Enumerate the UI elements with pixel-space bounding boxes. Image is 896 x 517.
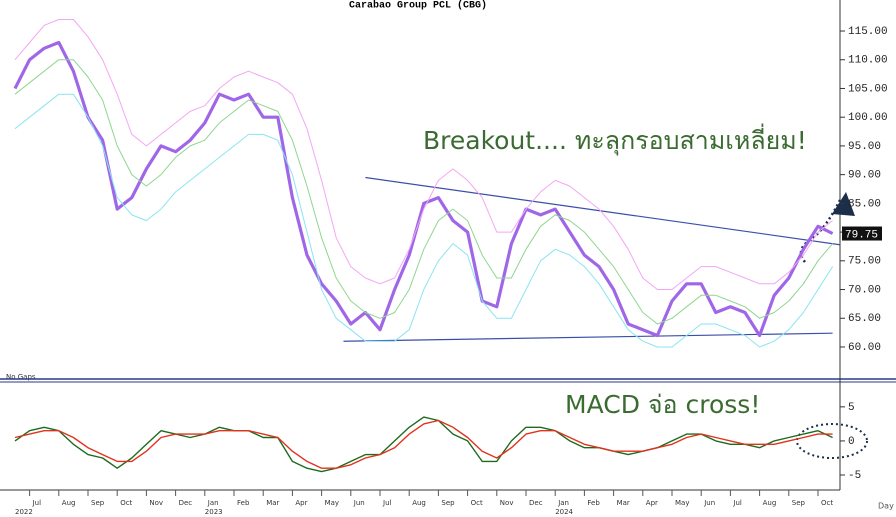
x-tick-label: May — [325, 499, 339, 507]
y-tick-label: 5 — [848, 402, 855, 414]
x-tick-label: Oct — [821, 499, 833, 507]
x-tick-label: Jul — [32, 499, 42, 507]
x-tick-label: Aug — [62, 499, 76, 507]
x-tick-label: Dec — [179, 499, 193, 507]
trend-line — [343, 332, 833, 342]
x-tick-label: Apr — [646, 499, 658, 507]
y-tick-label: 105.00 — [848, 83, 888, 95]
x-tick-label: Mar — [266, 499, 279, 507]
series-line — [14, 93, 834, 348]
x-tick-label: Sep — [441, 499, 455, 507]
x-tick-label: Feb — [587, 499, 600, 507]
trend-line — [365, 176, 840, 246]
x-tick-label: Apr — [295, 499, 307, 507]
x-tick-label: Jul — [382, 499, 392, 507]
series-line — [14, 59, 833, 325]
last-price-box — [842, 226, 882, 241]
annotation: MACD จ่อ cross! — [565, 390, 760, 419]
x-tick-label: Jun — [353, 499, 365, 507]
year-label: 2023 — [205, 508, 223, 516]
x-tick-label: Jul — [732, 499, 742, 507]
series-line — [14, 419, 833, 469]
highlight-ellipse — [796, 423, 868, 459]
year-label: 2024 — [555, 508, 573, 516]
series-line — [14, 416, 833, 473]
x-tick-label: Jun — [703, 499, 715, 507]
x-tick-label: Nov — [500, 499, 514, 507]
note: No Gaps — [6, 373, 36, 381]
x-tick-label: Jan — [207, 499, 219, 507]
y-tick-label: 0 — [848, 436, 855, 448]
x-tick-label: Nov — [149, 499, 163, 507]
y-tick-label: 75.00 — [848, 256, 881, 268]
x-tick-label: Aug — [763, 499, 777, 507]
y-tick-label: 110.00 — [848, 55, 888, 67]
chart-title: Carabao Group PCL (CBG) — [349, 0, 487, 12]
annotation: Breakout.... ทะลุกรอบสามเหลี่ยม! — [423, 123, 807, 156]
x-tick-label: Oct — [471, 499, 483, 507]
last-price-label: 79.75 — [845, 229, 878, 241]
arrow-head — [832, 192, 855, 216]
year-label: 2022 — [15, 508, 33, 516]
x-tick-label: May — [675, 499, 689, 507]
x-tick-label: Sep — [792, 499, 806, 507]
y-tick-label: 115.00 — [848, 26, 888, 38]
y-tick-label: 65.00 — [848, 313, 881, 325]
y-tick-label: 90.00 — [848, 170, 881, 182]
x-axis-label: Day — [878, 502, 894, 511]
series-line — [13, 40, 834, 338]
x-tick-label: Aug — [412, 499, 426, 507]
x-tick-label: Mar — [617, 499, 630, 507]
x-tick-label: Feb — [237, 499, 250, 507]
y-tick-label: 70.00 — [848, 284, 881, 296]
x-tick-label: Sep — [91, 499, 105, 507]
x-tick-label: Dec — [529, 499, 543, 507]
y-tick-label: -5 — [848, 470, 861, 482]
y-tick-label: 60.00 — [848, 342, 881, 354]
y-tick-label: 100.00 — [848, 112, 888, 124]
x-tick-label: Jan — [557, 499, 569, 507]
y-tick-label: 85.00 — [848, 198, 881, 210]
x-tick-label: Oct — [120, 499, 132, 507]
series-line — [14, 19, 833, 290]
y-tick-label: 95.00 — [848, 141, 881, 153]
